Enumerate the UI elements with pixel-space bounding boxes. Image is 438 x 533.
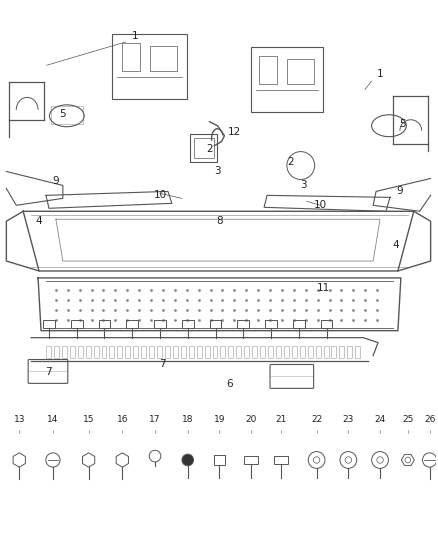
Bar [260, 345, 265, 358]
Bar [190, 134, 218, 161]
Bar [205, 345, 209, 358]
Text: 10: 10 [314, 200, 327, 211]
Bar [244, 456, 258, 464]
Bar [300, 345, 305, 358]
Bar [220, 345, 226, 358]
Bar [150, 46, 177, 71]
Bar [284, 345, 289, 358]
Bar [122, 43, 140, 71]
Text: 9: 9 [396, 187, 403, 196]
Bar [71, 320, 83, 328]
Bar [324, 345, 328, 358]
Text: 4: 4 [392, 240, 399, 250]
Bar [347, 345, 352, 358]
Bar [244, 345, 249, 358]
Text: 16: 16 [117, 415, 128, 424]
Bar [237, 320, 249, 328]
Bar [133, 345, 138, 358]
Bar [197, 345, 201, 358]
Bar [332, 345, 336, 358]
Bar [165, 345, 170, 358]
Bar [265, 320, 277, 328]
Bar [209, 320, 222, 328]
Bar [194, 138, 213, 158]
Text: 12: 12 [228, 127, 241, 136]
Bar [126, 320, 138, 328]
Bar [117, 345, 122, 358]
Bar [173, 345, 178, 358]
Bar [70, 345, 75, 358]
Bar [189, 345, 194, 358]
Bar [237, 345, 241, 358]
Bar [292, 345, 297, 358]
Bar [154, 320, 166, 328]
Bar [276, 345, 281, 358]
Text: 7: 7 [45, 367, 51, 377]
Bar [268, 345, 273, 358]
Text: 8: 8 [216, 216, 223, 226]
Text: 7: 7 [159, 359, 165, 369]
Bar [339, 345, 344, 358]
Bar [46, 345, 51, 358]
Text: 2: 2 [287, 157, 294, 166]
Bar [43, 320, 55, 328]
Text: 3: 3 [214, 166, 221, 176]
Text: 4: 4 [36, 216, 42, 226]
Bar [141, 345, 146, 358]
Bar [181, 345, 186, 358]
Text: 13: 13 [14, 415, 25, 424]
Bar [316, 345, 321, 358]
Text: 2: 2 [206, 143, 213, 154]
Bar [228, 345, 233, 358]
Circle shape [182, 454, 194, 466]
Bar [274, 456, 288, 464]
Text: 9: 9 [53, 176, 59, 187]
Bar [157, 345, 162, 358]
Text: 18: 18 [182, 415, 194, 424]
Bar [214, 455, 225, 465]
Text: 5: 5 [399, 119, 406, 129]
Bar [78, 345, 83, 358]
Bar [113, 34, 187, 99]
Bar [355, 345, 360, 358]
Text: 6: 6 [226, 379, 233, 390]
Text: 26: 26 [424, 415, 435, 424]
Bar [182, 320, 194, 328]
Text: 10: 10 [153, 190, 166, 200]
Bar [259, 56, 277, 84]
Text: 14: 14 [47, 415, 59, 424]
Bar [149, 345, 154, 358]
Text: 25: 25 [402, 415, 413, 424]
Bar [102, 345, 106, 358]
Bar [86, 345, 91, 358]
Text: 1: 1 [377, 69, 383, 79]
Bar [293, 320, 305, 328]
Text: 3: 3 [300, 181, 307, 190]
Text: 15: 15 [83, 415, 94, 424]
Bar [94, 345, 99, 358]
Text: 17: 17 [149, 415, 161, 424]
Bar [99, 320, 110, 328]
Bar [125, 345, 130, 358]
Bar [321, 320, 332, 328]
Text: 24: 24 [374, 415, 386, 424]
Bar [62, 345, 67, 358]
Bar [252, 345, 257, 358]
Text: 19: 19 [214, 415, 225, 424]
Text: 5: 5 [60, 109, 66, 119]
Bar [51, 106, 83, 124]
Bar [251, 47, 322, 112]
Text: 11: 11 [317, 283, 330, 293]
Text: 23: 23 [343, 415, 354, 424]
Text: 22: 22 [311, 415, 322, 424]
Bar [212, 345, 218, 358]
Text: 1: 1 [132, 31, 138, 41]
Bar [110, 345, 114, 358]
Text: 21: 21 [275, 415, 286, 424]
Text: 20: 20 [246, 415, 257, 424]
Bar [287, 59, 314, 84]
Bar [54, 345, 59, 358]
Bar [308, 345, 313, 358]
